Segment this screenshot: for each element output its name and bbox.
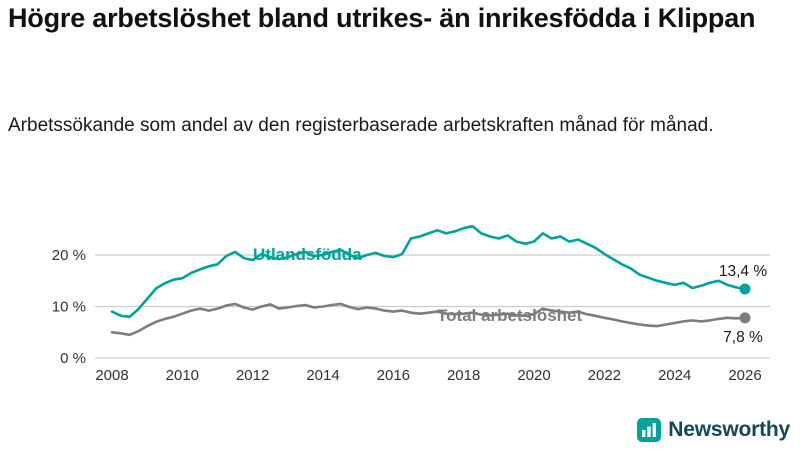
x-tick-label: 2016 [377, 367, 410, 384]
x-tick-label: 2010 [166, 367, 199, 384]
newsworthy-logo: Newsworthy [637, 418, 790, 442]
unemployment-line-chart: 0 % 10 % 20 % 2008 2010 2012 2014 2016 2018 2020 2… [52, 224, 770, 384]
page-subtitle: Arbetssökande som andel av den registerb… [8, 115, 714, 136]
x-tick-label: 2008 [95, 367, 128, 384]
page-title: Högre arbetslöshet bland utrikes- än inr… [8, 3, 756, 33]
x-tick-label: 2012 [236, 367, 269, 384]
series-end-dot [739, 312, 751, 324]
x-tick-label: 2024 [658, 367, 691, 384]
y-tick-label: 0 % [60, 350, 86, 367]
series-end-value-label: 7,8 % [723, 329, 763, 346]
series-line-total [110, 302, 747, 337]
x-tick-label: 2020 [517, 367, 550, 384]
y-tick-label: 20 % [52, 247, 86, 264]
x-tick-label: 2018 [447, 367, 480, 384]
newsworthy-wordmark: Newsworthy [668, 418, 790, 441]
x-tick-label: 2026 [728, 367, 761, 384]
series-end-value-label: 13,4 % [719, 263, 767, 280]
series-line-utlandsfodda [110, 224, 747, 319]
x-tick-label: 2022 [588, 367, 621, 384]
series-label-utlandsfodda: Utlandsfödda [253, 245, 362, 264]
y-tick-label: 10 % [52, 299, 86, 316]
x-tick-label: 2014 [306, 367, 339, 384]
series-end-dot [739, 283, 751, 295]
newsworthy-chart-icon [637, 418, 662, 442]
series-label-total: Total arbetslöshet [437, 306, 582, 325]
